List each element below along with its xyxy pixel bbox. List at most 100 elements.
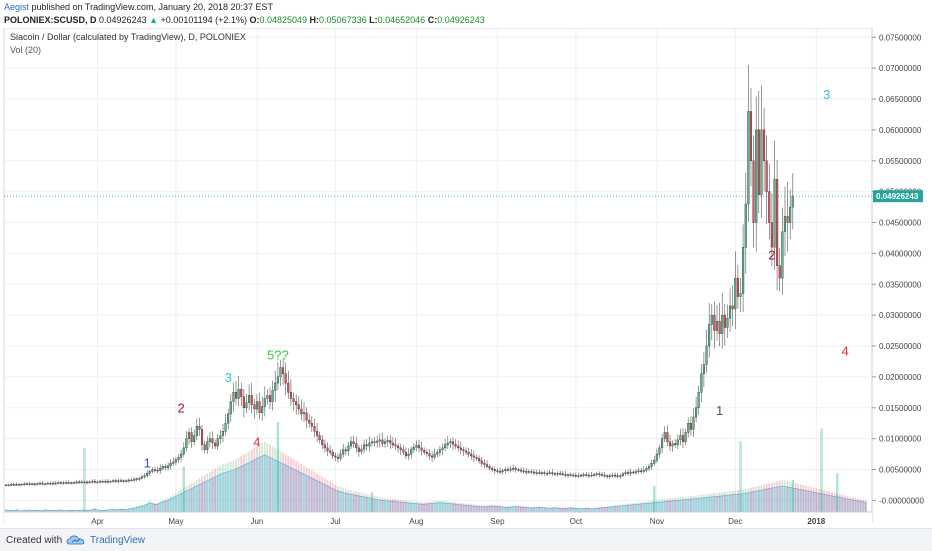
volume-bar bbox=[460, 503, 462, 512]
wave-label: 1 bbox=[716, 403, 723, 418]
volume-bar bbox=[135, 506, 138, 512]
price-axis[interactable]: 0.07500000 0.07000000 0.06500000 0.06000000… bbox=[4, 28, 932, 528]
volume-bar bbox=[185, 486, 188, 512]
candle-body bbox=[512, 468, 515, 470]
author-link[interactable]: Aegist bbox=[4, 2, 30, 12]
volume-bar bbox=[590, 508, 593, 512]
price-tick-label: 0.03500000 bbox=[879, 280, 922, 289]
last-price-badge-label: 0.04926243 bbox=[876, 192, 919, 201]
candle-body bbox=[663, 432, 666, 439]
candle-body bbox=[444, 444, 447, 449]
volume-bar bbox=[402, 500, 405, 512]
volume-bar bbox=[405, 500, 407, 512]
candle-body bbox=[478, 458, 481, 462]
volume-bar bbox=[559, 507, 561, 512]
candle-body bbox=[104, 481, 107, 483]
candle-body bbox=[747, 111, 750, 205]
candle-body bbox=[344, 449, 347, 452]
volume-bar bbox=[316, 473, 318, 512]
candle-body bbox=[57, 482, 60, 484]
candle-body bbox=[227, 413, 230, 424]
candle-body bbox=[195, 426, 198, 436]
price-tick-label: 0.03000000 bbox=[879, 311, 922, 320]
candle-body bbox=[271, 390, 274, 402]
volume-spike-bar bbox=[791, 479, 794, 513]
volume-bar bbox=[271, 446, 274, 512]
volume-bar bbox=[227, 462, 229, 512]
volume-bar bbox=[130, 507, 133, 512]
candle-body bbox=[159, 468, 162, 471]
volume-bar bbox=[501, 505, 504, 512]
candle-body bbox=[661, 438, 664, 449]
time-tick-label: Nov bbox=[650, 517, 664, 526]
volume-bar bbox=[339, 487, 342, 512]
candle-body bbox=[449, 441, 452, 444]
price-chart[interactable]: 0.07500000 0.07000000 0.06500000 0.06000000… bbox=[0, 27, 932, 528]
volume-bar bbox=[342, 488, 344, 512]
candle-body bbox=[180, 453, 183, 458]
wave-label: 4 bbox=[253, 435, 260, 450]
footer-bar: Created with TradingView bbox=[0, 528, 932, 551]
volume-bar bbox=[196, 480, 198, 512]
volume-bar bbox=[104, 509, 107, 512]
tradingview-link[interactable]: TradingView bbox=[90, 535, 146, 546]
volume-bar bbox=[554, 506, 556, 512]
candle-body bbox=[203, 444, 206, 450]
candle-body bbox=[692, 416, 695, 430]
candle-body bbox=[305, 412, 308, 421]
volume-bar bbox=[133, 507, 135, 512]
candle-body bbox=[334, 455, 337, 458]
candle-body bbox=[276, 376, 279, 384]
candle-body bbox=[52, 482, 55, 485]
candle-body bbox=[135, 478, 138, 480]
volume-bar bbox=[454, 502, 457, 512]
candle-body bbox=[109, 481, 112, 483]
candle-body bbox=[96, 481, 99, 484]
candle-body bbox=[62, 482, 65, 484]
chart-area[interactable]: 0.07500000 0.07000000 0.06500000 0.06000000… bbox=[0, 27, 932, 528]
candle-body bbox=[627, 472, 630, 474]
volume-bar bbox=[480, 505, 483, 512]
volume-bar bbox=[229, 461, 232, 512]
candle-body bbox=[41, 482, 44, 485]
volume-bar bbox=[360, 492, 363, 512]
volume-bar bbox=[224, 463, 227, 512]
volume-bar bbox=[295, 460, 297, 512]
volume-bar bbox=[331, 483, 334, 512]
volume-bar bbox=[457, 502, 460, 512]
time-tick-label: Jun bbox=[250, 517, 263, 526]
price-tick-label: 0.04000000 bbox=[879, 249, 922, 258]
candle-body bbox=[31, 483, 34, 485]
candle-body bbox=[216, 438, 219, 447]
publish-line: Aegist published on TradingView.com, Jan… bbox=[4, 1, 273, 13]
volume-spike-bar bbox=[276, 422, 279, 513]
candle-body bbox=[177, 457, 180, 460]
candle-body bbox=[679, 435, 682, 441]
volume-bar bbox=[739, 489, 742, 512]
volume-bar bbox=[410, 501, 412, 512]
tradingview-cloud-icon[interactable] bbox=[66, 534, 86, 546]
candle-body bbox=[483, 463, 486, 465]
volume-bar bbox=[358, 492, 360, 512]
candle-body bbox=[687, 423, 690, 433]
candle-body bbox=[742, 246, 745, 294]
candle-body bbox=[504, 469, 507, 471]
candle-body bbox=[153, 469, 157, 471]
candle-body bbox=[373, 441, 376, 443]
candle-body bbox=[580, 474, 583, 477]
volume-bar bbox=[778, 480, 781, 512]
time-axis[interactable]: Apr May Jun Jul Aug Sep Oct Nov Dec 2018 bbox=[4, 511, 872, 528]
volume-bar bbox=[347, 489, 350, 512]
candle-body bbox=[78, 481, 81, 484]
volume-bar bbox=[384, 497, 386, 512]
candle-body bbox=[668, 441, 671, 447]
candle-body bbox=[582, 474, 585, 476]
volume-bar bbox=[535, 506, 538, 512]
volume-bar bbox=[297, 462, 300, 512]
volume-bar bbox=[156, 502, 159, 512]
candle-body bbox=[44, 483, 47, 485]
volume-bar bbox=[80, 509, 83, 512]
candle-body bbox=[736, 277, 739, 297]
volume-bar bbox=[616, 505, 619, 512]
volume-bar bbox=[666, 498, 669, 512]
